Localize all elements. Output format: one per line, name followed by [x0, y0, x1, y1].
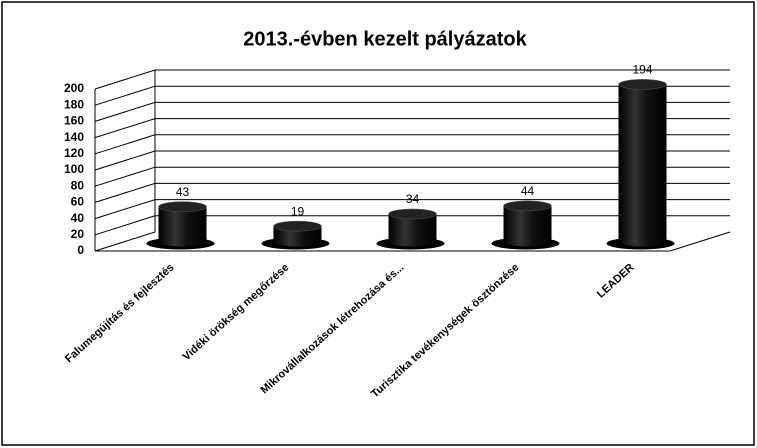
y-tick-label: 60 [71, 195, 85, 209]
bar [618, 84, 667, 247]
grid-line [94, 134, 730, 155]
value-label: 19 [291, 204, 305, 218]
bar-top [158, 201, 207, 212]
y-tick-label: 80 [71, 178, 85, 192]
grid-line [94, 182, 730, 203]
bar-top [273, 220, 322, 232]
value-label: 43 [176, 185, 190, 199]
grid-line [94, 199, 730, 220]
y-tick-label: 180 [64, 97, 84, 111]
value-label: 34 [406, 192, 420, 206]
value-label: 44 [521, 184, 535, 198]
grid-line [94, 150, 730, 171]
grid-line [94, 118, 730, 139]
y-tick-label: 100 [64, 162, 84, 176]
bar-top [503, 200, 552, 212]
y-tick-label: 120 [64, 146, 84, 160]
chart-title: 2013.-évben kezelt pályázatok [243, 28, 527, 50]
bar [273, 226, 322, 247]
grid-line [94, 69, 730, 90]
bar-top [388, 208, 437, 220]
bar-top [618, 79, 667, 90]
y-tick-label: 160 [64, 114, 84, 128]
y-tick-label: 200 [64, 81, 84, 95]
grid-line [94, 85, 730, 106]
grid-line [94, 101, 730, 122]
y-tick-label: 0 [77, 243, 84, 257]
bar [158, 206, 207, 247]
bar [388, 213, 437, 247]
y-tick-label: 20 [71, 227, 85, 241]
y-tick-label: 140 [64, 130, 84, 144]
bar [503, 205, 552, 247]
value-label: 194 [632, 63, 652, 77]
y-tick-label: 40 [71, 211, 85, 225]
grid-line [94, 166, 730, 187]
